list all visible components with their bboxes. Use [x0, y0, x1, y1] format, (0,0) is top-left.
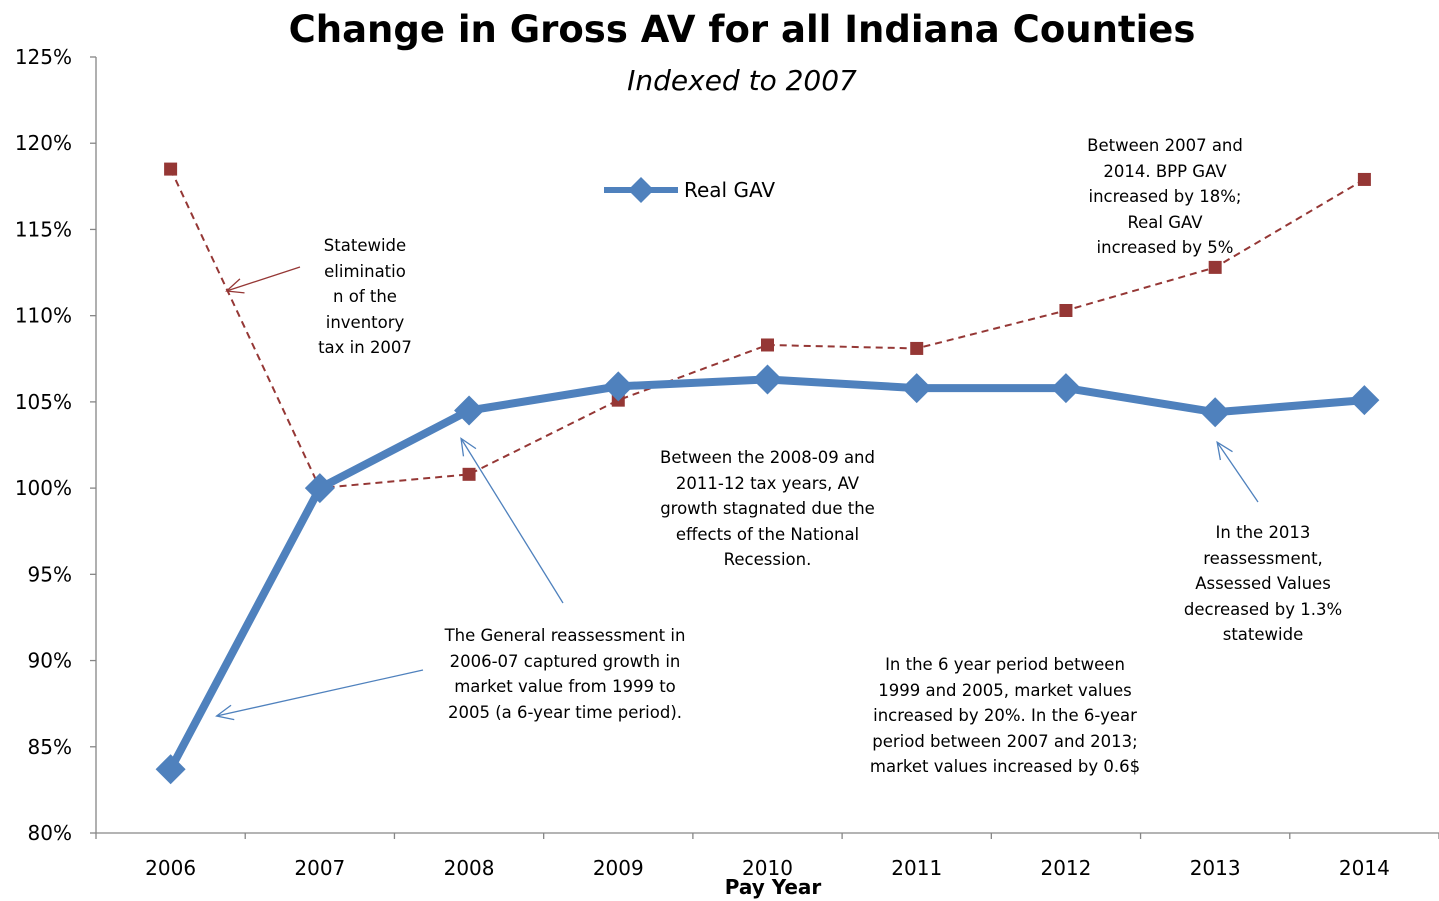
legend-label-real-gav: Real GAV	[684, 178, 776, 202]
annotation-arrows	[215, 266, 1259, 721]
x-tick-label: 2006	[145, 856, 196, 880]
legend: Real GAV	[602, 172, 775, 208]
series-2-point	[910, 341, 924, 355]
real-gav-point	[1050, 373, 1081, 404]
arrow-reassessment-2013	[1216, 440, 1259, 503]
annotation-inventory: Statewide eliminatio n of the inventory …	[318, 236, 412, 357]
annotation-reassessment-2006-07: The General reassessment in 2006-07 capt…	[444, 626, 686, 722]
real-gav-point	[603, 371, 634, 402]
real-gav-point	[752, 364, 783, 395]
x-tick-label: 2008	[444, 856, 495, 880]
y-tick-label: 115%	[15, 217, 72, 241]
series-2-point	[1208, 260, 1222, 274]
real-gav-point	[304, 473, 335, 504]
x-tick-label: 2012	[1040, 856, 1091, 880]
y-tick-label: 90%	[28, 649, 72, 673]
y-tick-label: 105%	[15, 390, 72, 414]
y-tick-label: 85%	[28, 735, 72, 759]
series-2-point	[462, 467, 476, 481]
series-2-point	[164, 162, 178, 176]
series-2-line	[169, 168, 1365, 490]
x-axis-label: Pay Year	[724, 875, 822, 899]
y-tick-label: 120%	[15, 131, 72, 155]
axes: 80% 85% 90% 95% 100% 105% 110% 115% 120% 125% 2006…	[15, 45, 1439, 880]
y-tick-label: 100%	[15, 476, 72, 500]
x-tick-label: 2009	[593, 856, 644, 880]
chart-title: Change in Gross AV for all Indiana Count…	[288, 8, 1196, 51]
arrow-reassessment-2006-07-a	[215, 669, 424, 721]
y-tick-label: 80%	[28, 821, 72, 845]
real-gav-point	[1200, 397, 1231, 428]
y-tick-label: 95%	[28, 562, 72, 586]
arrow-inventory	[225, 266, 301, 294]
series-2-point	[761, 338, 774, 352]
arrow-reassessment-2006-07-b	[460, 437, 564, 604]
x-tick-label: 2010	[742, 856, 793, 880]
x-tick-label: 2007	[294, 856, 345, 880]
series-2-point	[1059, 303, 1073, 317]
x-tick-label: 2014	[1339, 856, 1390, 880]
x-tick-label: 2011	[891, 856, 942, 880]
annotation-reassessment-2013: In the 2013 reassessment, Assessed Value…	[1183, 523, 1343, 644]
y-tick-label: 110%	[15, 304, 72, 328]
chart-subtitle: Indexed to 2007	[627, 64, 857, 97]
real-gav-point	[901, 373, 932, 404]
annotation-recession: Between the 2008-09 and 2011-12 tax year…	[660, 448, 875, 569]
series-layer	[155, 162, 1380, 785]
legend-swatch-real-gav	[604, 177, 678, 203]
real-gav-point	[155, 754, 186, 785]
series-2-point	[1357, 172, 1371, 186]
x-tick-label: 2013	[1190, 856, 1241, 880]
annotation-bpp-gav: Between 2007 and 2014. BPP GAV increased…	[1087, 136, 1243, 257]
annotation-six-year-period: In the 6 year period between 1999 and 20…	[869, 655, 1141, 776]
y-tick-label: 125%	[15, 45, 72, 69]
real-gav-point	[1349, 385, 1380, 416]
real-gav-point	[454, 395, 485, 426]
